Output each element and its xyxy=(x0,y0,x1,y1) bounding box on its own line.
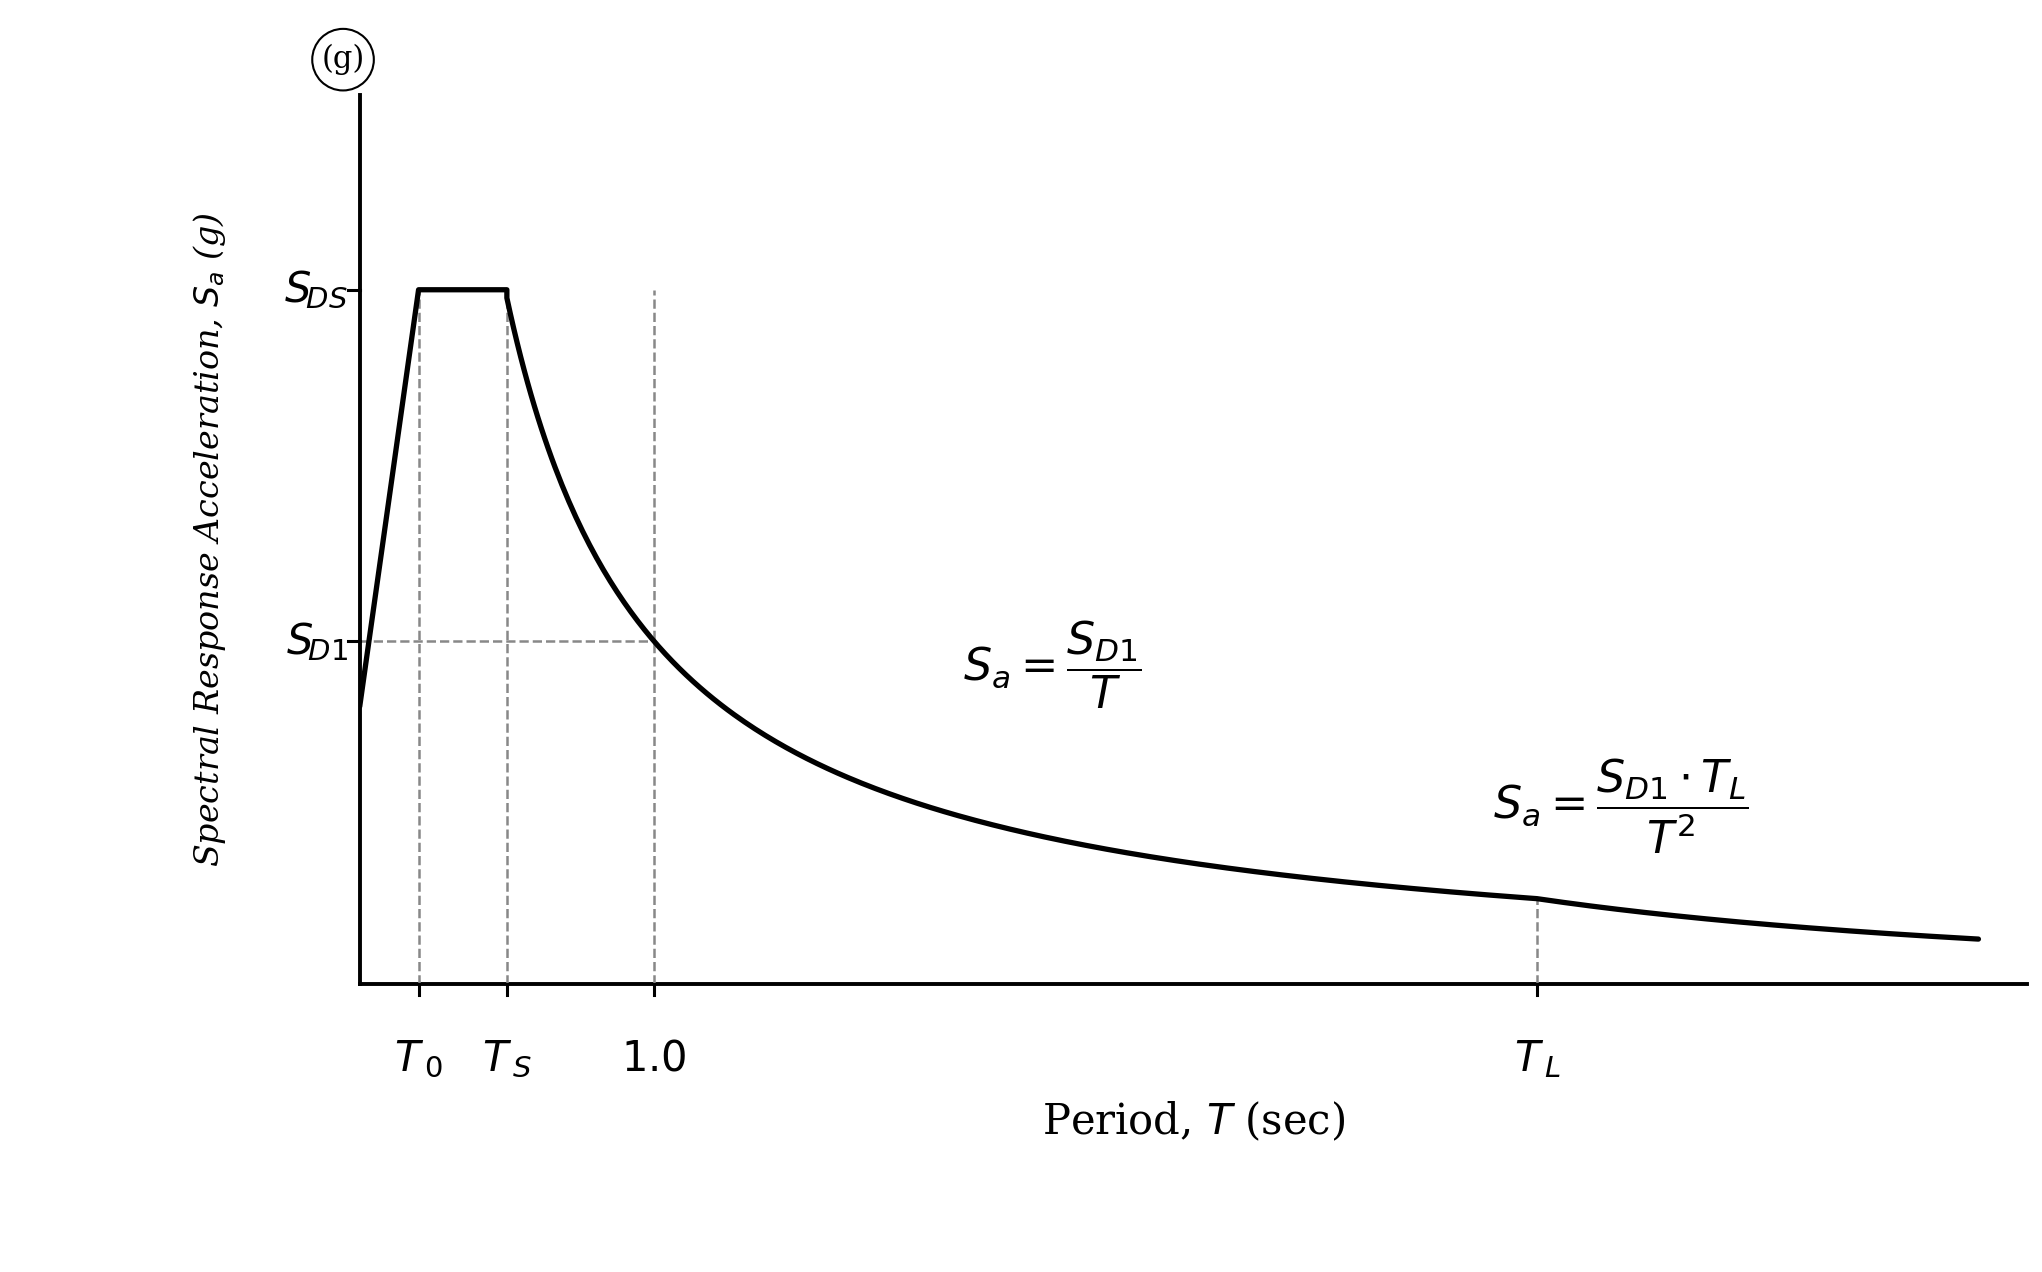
Text: $\mathit{T}_{\,S}$: $\mathit{T}_{\,S}$ xyxy=(482,1038,531,1080)
Text: $\mathit{S}_a = \dfrac{\mathit{S}_{D1}}{\mathit{T}}$: $\mathit{S}_a = \dfrac{\mathit{S}_{D1}}{… xyxy=(964,619,1141,711)
Text: (g): (g) xyxy=(321,45,366,75)
Text: Period, $\mathit{T}$ (sec): Period, $\mathit{T}$ (sec) xyxy=(1041,1100,1346,1144)
Text: Spectral Response Acceleration, $\mathit{S_a}$ (g): Spectral Response Acceleration, $\mathit… xyxy=(192,212,229,868)
Text: $\mathit{S}_{\!D1}$: $\mathit{S}_{\!D1}$ xyxy=(286,619,347,663)
Text: $1.0$: $1.0$ xyxy=(621,1038,686,1080)
Text: $\mathit{T}_{\,0}$: $\mathit{T}_{\,0}$ xyxy=(394,1038,443,1080)
Text: $\mathit{T}_{\,L}$: $\mathit{T}_{\,L}$ xyxy=(1513,1038,1560,1080)
Text: $\mathit{S}_a = \dfrac{\mathit{S}_{D1} \cdot \mathit{T}_L}{\mathit{T}^2}$: $\mathit{S}_a = \dfrac{\mathit{S}_{D1} \… xyxy=(1493,756,1748,856)
Text: $\mathit{S}_{\!DS}$: $\mathit{S}_{\!DS}$ xyxy=(284,268,347,310)
